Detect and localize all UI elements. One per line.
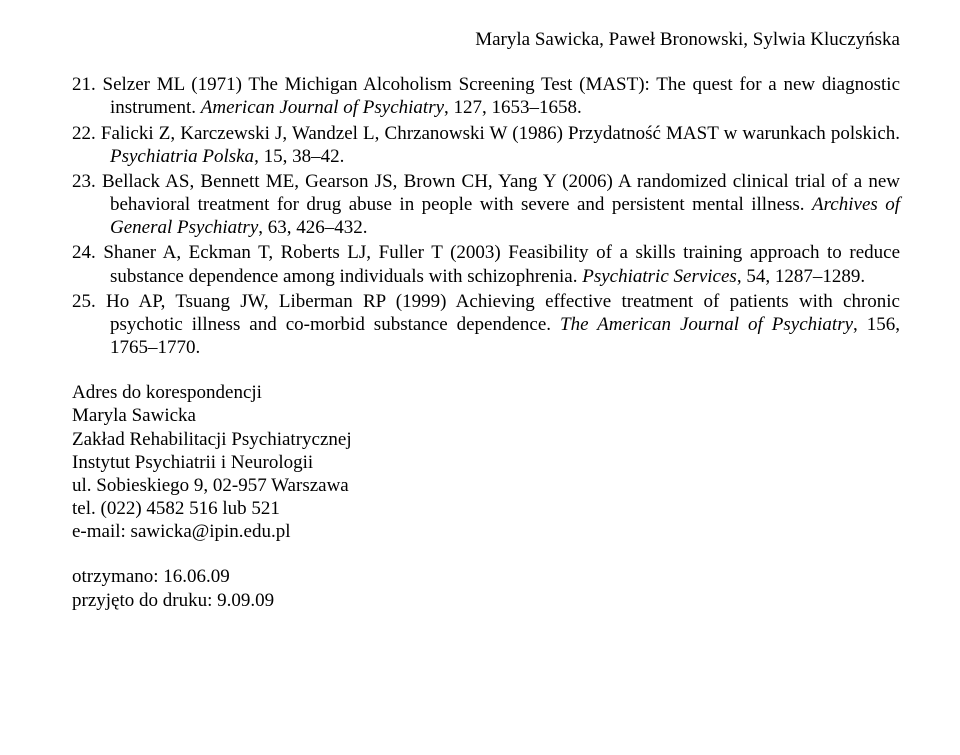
- corr-street: ul. Sobieskiego 9, 02-957 Warszawa: [72, 474, 900, 497]
- date-received: otrzymano: 16.06.09: [72, 565, 900, 588]
- reference-item: Selzer ML (1971) The Michigan Alcoholism…: [72, 73, 900, 119]
- corr-heading: Adres do korespondencji: [72, 381, 900, 404]
- running-head: Maryla Sawicka, Paweł Bronowski, Sylwia …: [72, 28, 900, 51]
- reference-item: Bellack AS, Bennett ME, Gearson JS, Brow…: [72, 170, 900, 240]
- ref-journal: American Journal of Psychiatry: [201, 97, 444, 118]
- corr-tel: tel. (022) 4582 516 lub 521: [72, 497, 900, 520]
- ref-pages: , 54, 1287–1289.: [737, 266, 865, 287]
- ref-text: Falicki Z, Karczewski J, Wandzel L, Chrz…: [101, 123, 900, 144]
- ref-pages: , 15, 38–42.: [254, 146, 344, 167]
- corr-email: e-mail: sawicka@ipin.edu.pl: [72, 520, 900, 543]
- ref-pages: , 127, 1653–1658.: [444, 97, 582, 118]
- reference-item: Falicki Z, Karczewski J, Wandzel L, Chrz…: [72, 122, 900, 168]
- correspondence-block: Adres do korespondencji Maryla Sawicka Z…: [72, 381, 900, 543]
- ref-journal: The American Journal of Psychiatry: [560, 314, 853, 335]
- corr-name: Maryla Sawicka: [72, 404, 900, 427]
- corr-inst: Instytut Psychiatrii i Neurologii: [72, 451, 900, 474]
- date-accepted: przyjęto do druku: 9.09.09: [72, 589, 900, 612]
- reference-item: Ho AP, Tsuang JW, Liberman RP (1999) Ach…: [72, 290, 900, 360]
- ref-journal: Psychiatric Services: [582, 266, 737, 287]
- page: Maryla Sawicka, Paweł Bronowski, Sylwia …: [0, 0, 960, 755]
- ref-pages: , 63, 426–432.: [258, 217, 367, 238]
- ref-journal: Psychiatria Polska: [110, 146, 254, 167]
- corr-dept: Zakład Rehabilitacji Psychiatrycznej: [72, 428, 900, 451]
- reference-list: Selzer ML (1971) The Michigan Alcoholism…: [72, 73, 900, 359]
- dates-block: otrzymano: 16.06.09 przyjęto do druku: 9…: [72, 565, 900, 611]
- reference-item: Shaner A, Eckman T, Roberts LJ, Fuller T…: [72, 241, 900, 287]
- ref-text: Bellack AS, Bennett ME, Gearson JS, Brow…: [102, 171, 900, 215]
